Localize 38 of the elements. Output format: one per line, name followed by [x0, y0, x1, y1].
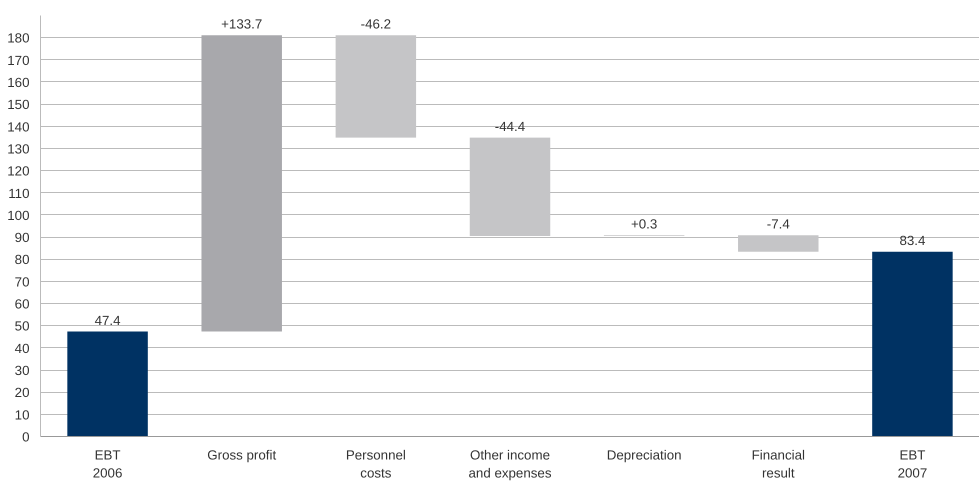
data-label: +133.7 — [221, 16, 262, 32]
y-tick-label: 70 — [14, 274, 30, 290]
y-tick-label: 50 — [14, 318, 30, 334]
bar — [872, 252, 953, 436]
y-tick-label: 0 — [22, 430, 30, 444]
y-tick-label: 40 — [14, 340, 30, 356]
x-tick-label: Financial result — [752, 448, 805, 480]
data-label: -7.4 — [766, 216, 790, 232]
y-tick-label: 110 — [8, 186, 30, 201]
y-tick-label: 150 — [7, 97, 30, 112]
x-tick-label: EBT 2007 — [898, 448, 928, 480]
bar — [201, 35, 282, 332]
data-label: -44.4 — [494, 118, 526, 134]
y-tick-label: 120 — [7, 164, 30, 179]
y-tick-label: 160 — [7, 74, 30, 90]
x-tick-label: EBT 2006 — [92, 448, 122, 480]
y-tick-label: 100 — [7, 208, 30, 223]
y-tick-label: 170 — [7, 52, 30, 68]
bar — [470, 138, 550, 236]
y-tick-label: 140 — [7, 119, 30, 134]
bar — [67, 331, 148, 436]
y-tick-label: 80 — [14, 252, 30, 268]
y-tick-label: 90 — [14, 230, 30, 246]
y-tick-label: 20 — [14, 385, 30, 400]
y-tick-label: 130 — [7, 141, 30, 156]
y-tick-label: 60 — [14, 296, 30, 312]
x-tick-label: Personnel costs — [346, 448, 406, 480]
y-tick-label: 10 — [14, 407, 30, 422]
data-label: 83.4 — [899, 233, 926, 248]
y-tick-label: 180 — [7, 30, 30, 46]
data-label: 47.4 — [94, 312, 122, 328]
data-label: +0.3 — [630, 216, 658, 232]
bar — [738, 235, 819, 252]
x-tick-label: Gross profit — [207, 448, 276, 462]
y-tick-label: 30 — [14, 363, 30, 378]
x-tick-label: Depreciation — [606, 448, 682, 462]
data-label: -46.2 — [360, 16, 392, 32]
x-tick-label: Other income and expenses — [468, 448, 552, 480]
